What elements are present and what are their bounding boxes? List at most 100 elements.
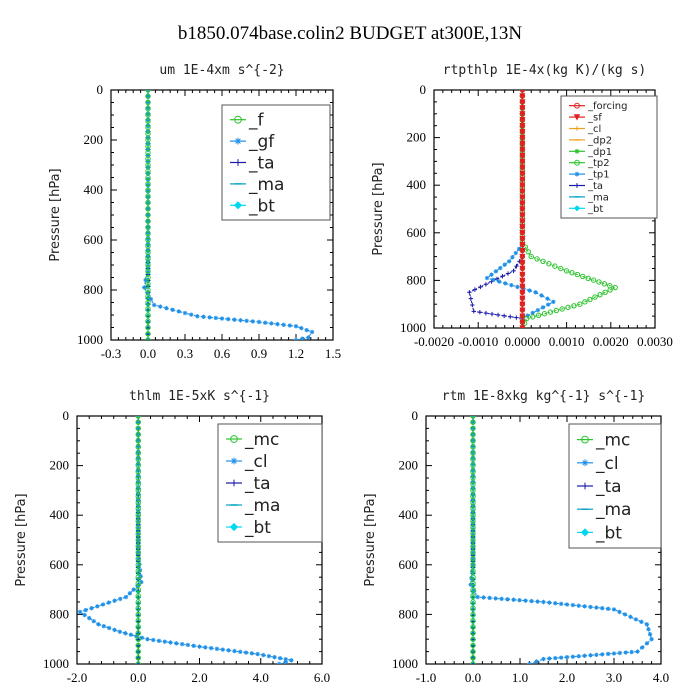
legend-label: _bt: [244, 518, 271, 538]
y-tick-label: 0: [63, 408, 70, 423]
legend-label: _bt: [587, 204, 603, 215]
legend-label: _forcing: [587, 101, 628, 112]
y-axis-label: Pressure [hPa]: [48, 168, 63, 261]
chart-panel-1: um 1E-4xm s^{-2} Pressure [hPa] 0 200 400 600…: [48, 63, 341, 361]
x-tick-label: 0.6: [214, 346, 231, 361]
y-tick-label: 1000: [400, 320, 426, 335]
y-tick-label: 800: [84, 282, 104, 297]
y-tick-label: 800: [407, 272, 427, 287]
x-tick-label: 0.0: [140, 346, 156, 361]
series-line: [468, 90, 523, 328]
panel-title: rtm 1E-8xkg kg^{-1} s^{-1}: [442, 389, 646, 404]
y-tick-label: 200: [84, 132, 104, 147]
legend: _forcing_sf_cl_dp2_dp1_tp2_tp1_ta_ma_bt: [560, 95, 658, 219]
x-tick-label: -0.0020: [414, 334, 454, 349]
y-tick-label: 0: [97, 82, 104, 97]
legend-label: _ta: [244, 474, 271, 494]
legend-label: _ta: [587, 181, 603, 192]
panel-title: um 1E-4xm s^{-2}: [159, 63, 284, 78]
legend-label: _cl: [595, 454, 619, 474]
y-tick-label: 200: [50, 458, 70, 473]
legend-label: _cl: [244, 452, 268, 472]
series-group: [468, 416, 654, 664]
y-tick-label: 600: [399, 557, 419, 572]
legend-label: _tp1: [587, 170, 610, 181]
y-tick-label: 600: [407, 225, 427, 240]
panel-title: thlm 1E-5xK s^{-1}: [129, 389, 270, 404]
y-tick-label: 400: [407, 177, 427, 192]
x-tick-label: 0.0010: [549, 334, 585, 349]
legend-label: _ta: [248, 153, 275, 173]
legend-label: _sf: [587, 113, 602, 124]
legend-label: _ma: [595, 500, 631, 520]
y-tick-label: 600: [84, 232, 104, 247]
x-tick-label: 1.0: [512, 670, 528, 685]
chart-panel-2: rtpthlp 1E-4x(kg K)/(kg s) Pressure [hPa]…: [371, 63, 673, 349]
legend-label: _cl: [587, 124, 601, 135]
x-tick-label: -2.0: [67, 670, 88, 685]
x-tick-label: 4.0: [653, 670, 669, 685]
x-tick-label: -0.3: [101, 346, 122, 361]
x-tick-label: 1.5: [325, 346, 341, 361]
y-axis-label: Pressure [hPa]: [14, 493, 29, 586]
x-tick-label: 2.0: [559, 670, 575, 685]
x-tick-label: 0.0030: [637, 334, 673, 349]
y-tick-label: 1000: [392, 656, 418, 671]
legend-label: _mc: [244, 430, 279, 450]
x-tick-label: 0.0: [130, 670, 146, 685]
y-tick-label: 200: [399, 458, 419, 473]
y-tick-label: 200: [407, 130, 427, 145]
x-tick-label: 1.2: [288, 346, 304, 361]
x-tick-label: 0.0: [465, 670, 481, 685]
series-group: [142, 90, 315, 340]
legend-label: _ma: [248, 175, 284, 195]
panels: um 1E-4xm s^{-2} Pressure [hPa] 0 200 400 600…: [14, 63, 673, 685]
series-ta: [467, 90, 525, 328]
y-tick-label: 0: [412, 408, 419, 423]
x-tick-label: 3.0: [606, 670, 622, 685]
series-mc: [470, 416, 476, 664]
y-axis-label: Pressure [hPa]: [371, 162, 386, 255]
y-tick-label: 800: [399, 606, 419, 621]
chart-panel-3: thlm 1E-5xK s^{-1} Pressure [hPa] 0 200 400 6…: [14, 389, 330, 685]
figure-title: b1850.074base.colin2 BUDGET at300E,13N: [178, 23, 523, 44]
legend-label: _tp2: [587, 158, 610, 169]
legend-label: _gf: [248, 132, 275, 152]
y-tick-label: 600: [50, 557, 70, 572]
legend: _mc _cl _ta _ma _bt: [568, 423, 662, 549]
series-mc: [135, 416, 141, 664]
x-tick-label: 4.0: [253, 670, 269, 685]
x-tick-label: 0.9: [251, 346, 267, 361]
legend-label: _bt: [248, 196, 275, 216]
y-tick-label: 1000: [77, 332, 103, 347]
legend-label: _ma: [587, 192, 609, 203]
legend: _mc_cl_ta_ma_bt: [217, 423, 323, 543]
legend-label: _bt: [595, 523, 622, 543]
series-group: [77, 416, 294, 664]
y-axis-label: Pressure [hPa]: [363, 493, 378, 586]
y-tick-label: 1000: [43, 656, 69, 671]
x-tick-label: -0.0010: [458, 334, 498, 349]
series-forcing: [519, 90, 526, 328]
series-group: [467, 90, 618, 328]
legend-label: _dp1: [587, 147, 612, 158]
x-tick-label: 0.0000: [505, 334, 541, 349]
series-f: [145, 90, 151, 340]
y-tick-label: 0: [420, 82, 427, 97]
legend: _f_gf_ta_ma_bt: [221, 104, 331, 221]
legend-label: _ta: [595, 477, 622, 497]
x-tick-label: -1.0: [416, 670, 437, 685]
legend-label: _dp2: [587, 135, 612, 146]
x-tick-label: 6.0: [314, 670, 330, 685]
legend-label: _ma: [244, 496, 280, 516]
panel-title: rtpthlp 1E-4x(kg K)/(kg s): [443, 63, 647, 78]
legend-label: _mc: [595, 431, 630, 451]
y-tick-label: 800: [50, 606, 70, 621]
x-tick-label: 2.0: [191, 670, 207, 685]
chart-panel-4: rtm 1E-8xkg kg^{-1} s^{-1} Pressure [hPa]…: [363, 389, 669, 685]
legend-label: _f: [248, 111, 265, 131]
y-tick-label: 400: [84, 182, 104, 197]
y-tick-label: 400: [50, 507, 70, 522]
y-tick-label: 400: [399, 507, 419, 522]
